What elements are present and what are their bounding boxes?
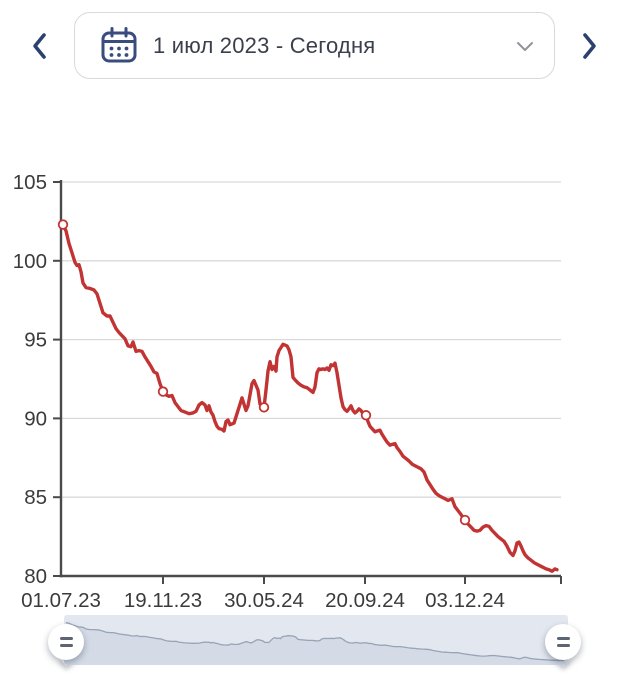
date-range-button[interactable]: 1 июл 2023 - Сегодня: [74, 12, 555, 79]
mini-chart-area: [64, 622, 568, 665]
handle-grip-icon: [59, 637, 73, 640]
x-tick-label: 20.09.24: [325, 589, 405, 612]
calendar-icon: [99, 25, 139, 67]
y-tick-label: 90: [24, 407, 47, 430]
handle-grip-icon: [556, 637, 570, 640]
date-range-label: 1 июл 2023 - Сегодня: [153, 32, 376, 58]
range-slider-right-handle[interactable]: [545, 624, 581, 667]
range-slider-left-handle[interactable]: [48, 624, 84, 667]
chevron-left-icon: [30, 30, 50, 62]
data-point-marker: [360, 410, 372, 421]
handle-grip-icon: [59, 644, 73, 647]
mini-chart: [64, 621, 568, 665]
chevron-right-icon: [579, 30, 599, 62]
y-tick-label: 85: [24, 486, 47, 509]
line-chart: 80 85 90 95 100 105 01.07.23 19.11.23 30.05.24 20…: [13, 171, 562, 612]
x-tick-label: 30.05.24: [224, 589, 304, 612]
next-range-button[interactable]: [577, 28, 601, 64]
range-slider: [0, 613, 621, 675]
x-tick-label: 01.07.23: [21, 589, 101, 612]
y-tick-label: 105: [13, 171, 47, 194]
data-point-marker: [57, 219, 69, 230]
data-point-marker: [258, 402, 270, 413]
x-tick-label: 19.11.23: [124, 589, 202, 612]
date-range-toolbar: 1 июл 2023 - Сегодня: [0, 12, 621, 79]
mini-chart-line: [65, 621, 565, 662]
x-tick-label: 03.12.24: [425, 589, 505, 612]
data-point-marker: [459, 514, 471, 526]
series-line: [61, 222, 559, 573]
y-tick-label: 95: [24, 329, 47, 352]
handle-grip-icon: [556, 644, 570, 647]
y-tick-label: 100: [13, 250, 47, 273]
y-tick-label: 80: [24, 565, 47, 588]
range-slider-track[interactable]: [64, 615, 568, 665]
data-point-marker: [157, 386, 169, 397]
prev-range-button[interactable]: [28, 28, 52, 64]
chevron-down-icon: [516, 40, 534, 52]
